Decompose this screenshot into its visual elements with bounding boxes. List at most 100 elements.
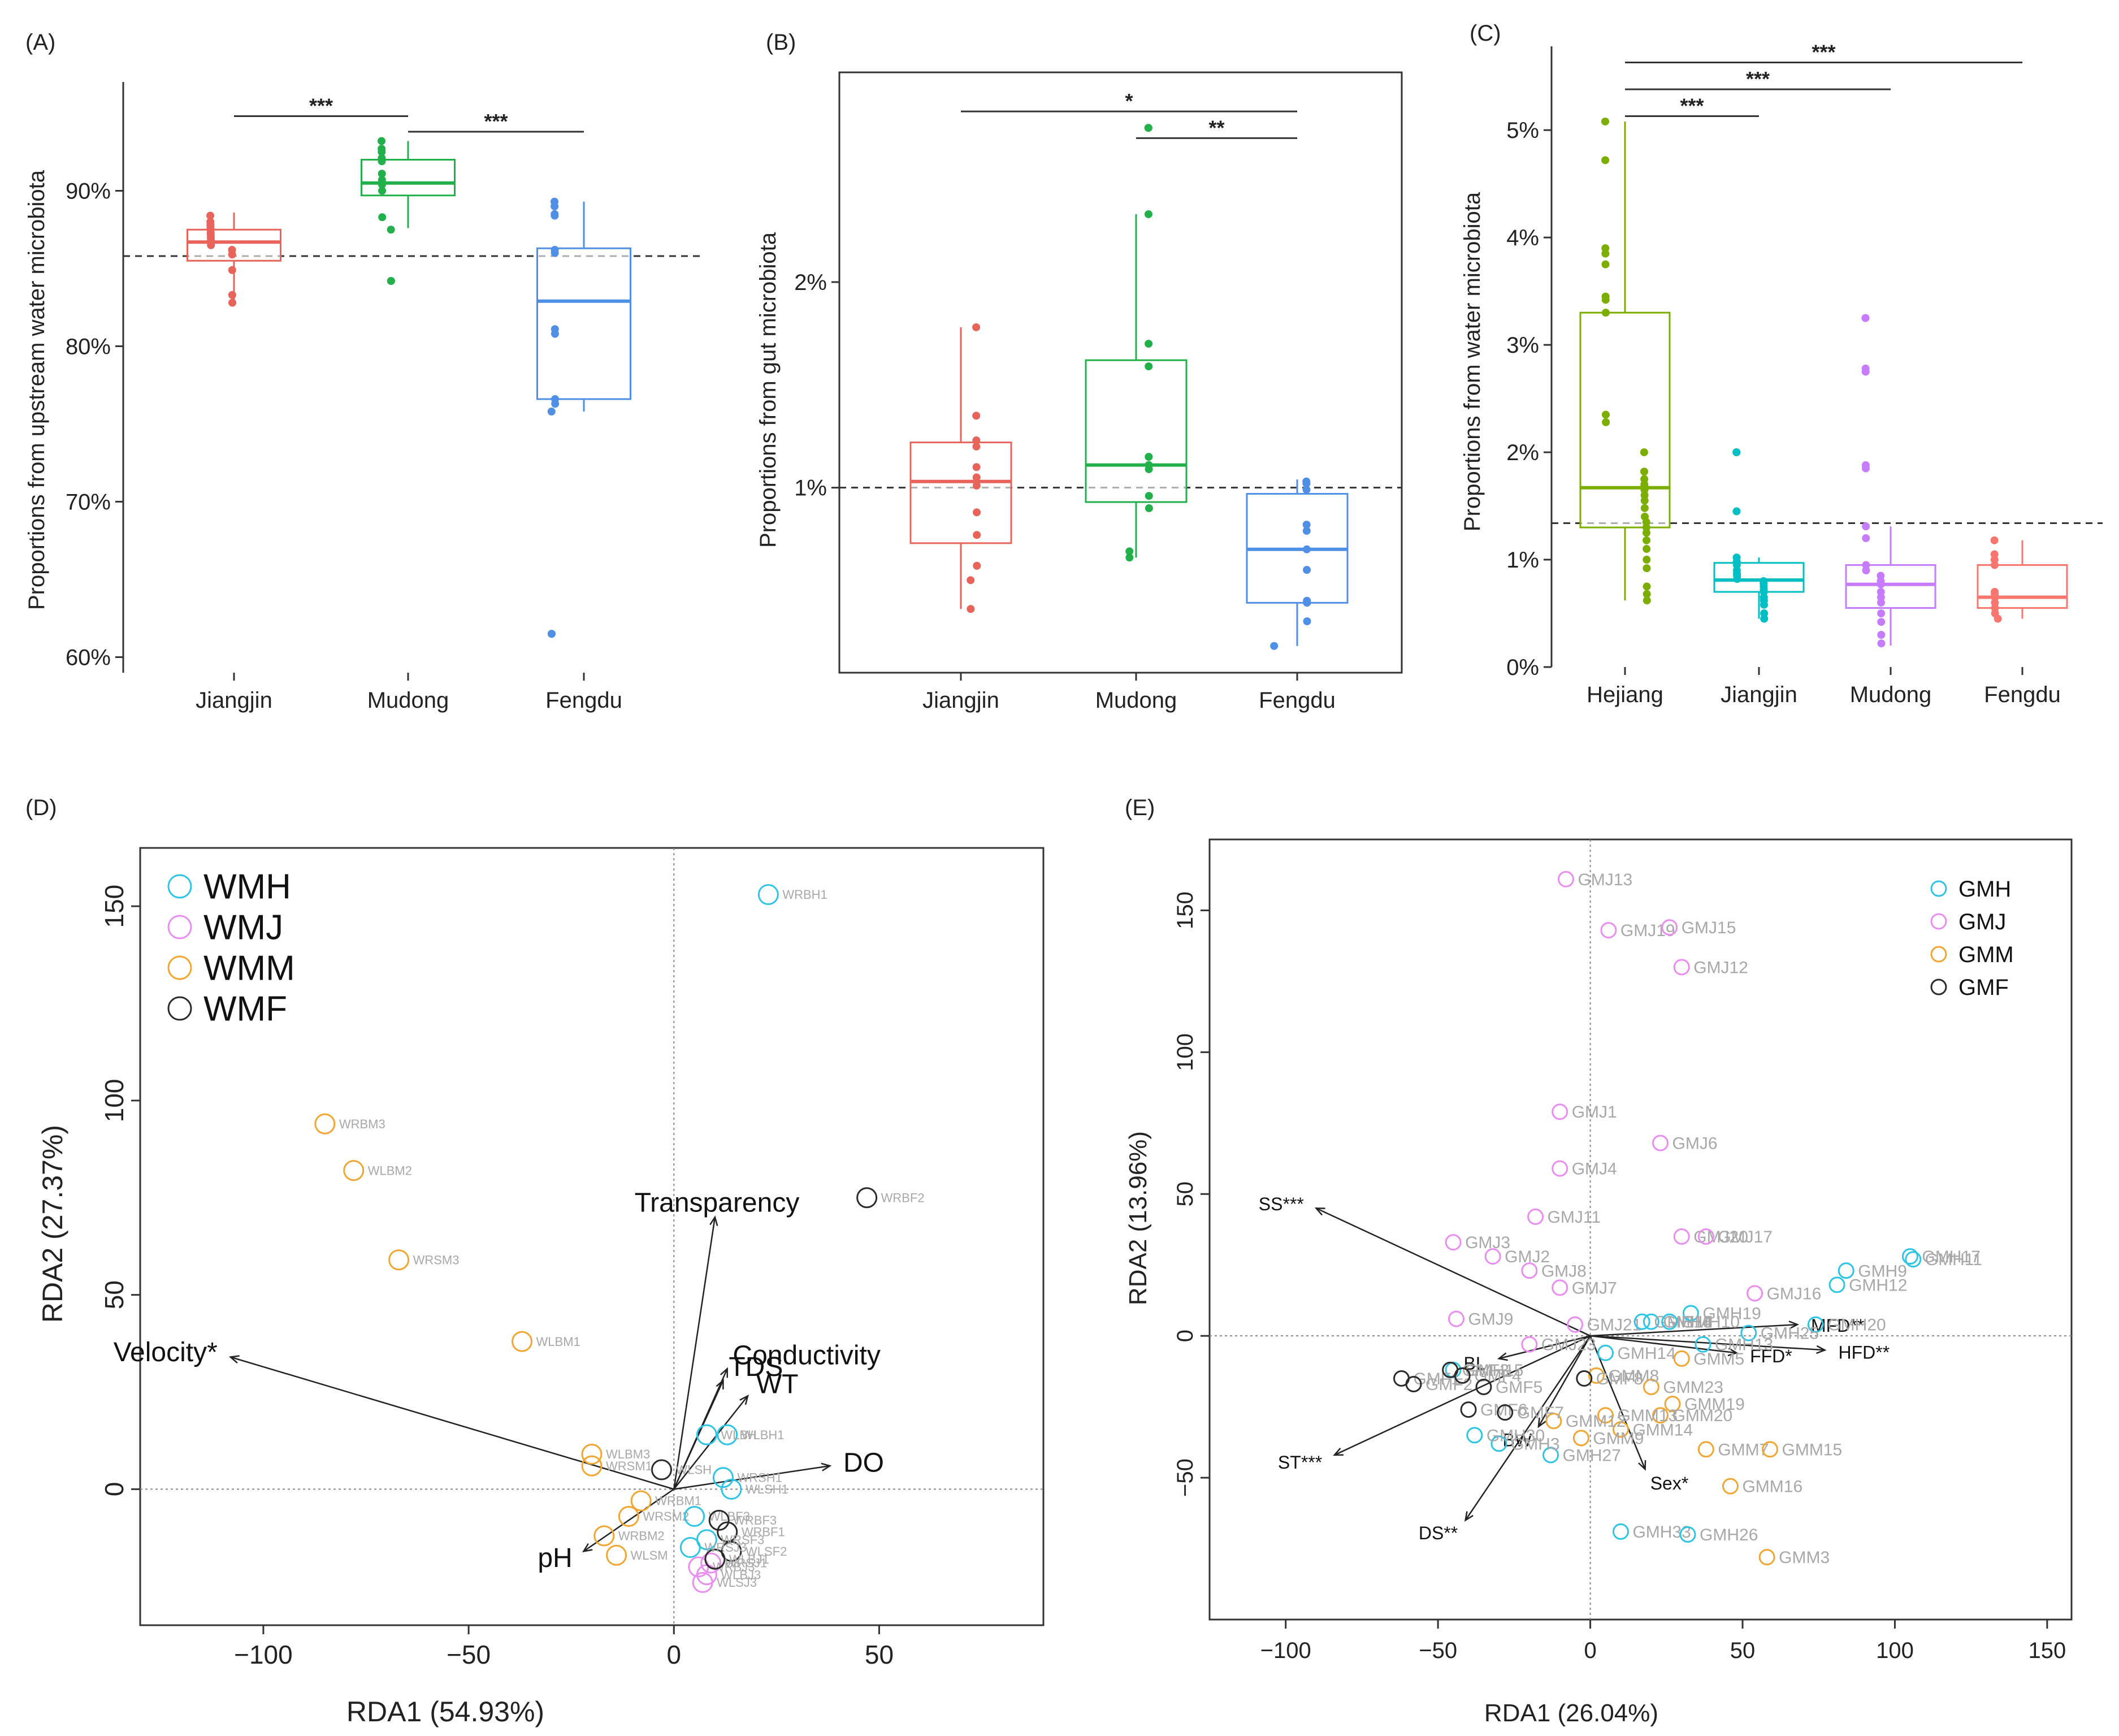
significance-label: *** xyxy=(309,94,333,118)
sample-label: WRSM2 xyxy=(643,1509,689,1523)
sample-point xyxy=(1572,1430,1589,1447)
sample-point xyxy=(581,1455,603,1477)
sample-label: GMH10 xyxy=(1682,1313,1740,1332)
x-tick-label: Mudong xyxy=(367,688,449,713)
sample-label: GMM14 xyxy=(1632,1421,1693,1439)
sample-label: GMM13 xyxy=(1618,1406,1678,1425)
data-point xyxy=(1990,561,1999,569)
sample-label: GMJ8 xyxy=(1541,1262,1587,1280)
data-point xyxy=(387,277,395,285)
panel-e-x-axis-label: RDA1 (26.04%) xyxy=(1484,1699,1658,1727)
legend-marker xyxy=(1930,946,1947,963)
x-tick-label: Fengdu xyxy=(1259,688,1336,713)
biplot-arrowhead xyxy=(1816,1345,1827,1354)
sample-point xyxy=(512,1331,533,1352)
biplot-arrow xyxy=(673,1380,724,1490)
sample-point xyxy=(1445,1234,1462,1251)
sample-point xyxy=(1521,1262,1538,1279)
sample-point xyxy=(1901,1248,1918,1265)
data-point xyxy=(1145,492,1153,500)
sample-label: GMH20 xyxy=(1827,1316,1886,1335)
sample-point xyxy=(856,1187,878,1209)
x-tick-label: −100 xyxy=(1260,1638,1311,1663)
sample-point xyxy=(717,1521,738,1543)
y-tick-label: 3% xyxy=(1506,333,1539,358)
legend-marker xyxy=(1930,979,1947,995)
biplot-arrow xyxy=(1334,1335,1591,1456)
sample-point xyxy=(679,1537,701,1558)
sample-point xyxy=(1633,1313,1650,1330)
data-point xyxy=(1302,527,1311,535)
data-point xyxy=(1302,521,1311,529)
data-point xyxy=(973,531,981,539)
sample-label: GMH12 xyxy=(1849,1276,1907,1295)
sample-point xyxy=(1552,1160,1568,1177)
y-tick-label: 1% xyxy=(1506,548,1539,573)
sample-label: GMH9 xyxy=(1858,1262,1907,1280)
y-tick-label: 70% xyxy=(66,490,111,515)
biplot-arrow-label: Velocity* xyxy=(114,1337,218,1367)
biplot-arrow xyxy=(673,1217,716,1490)
biplot-arrow-label: pH xyxy=(538,1543,572,1573)
data-point xyxy=(1877,599,1885,607)
sample-label: WRSJ3 xyxy=(704,1540,747,1555)
biplot-arrowhead xyxy=(821,1462,832,1471)
sample-label: GMH3 xyxy=(1511,1435,1560,1453)
data-point xyxy=(972,473,981,482)
legend-marker xyxy=(167,955,192,980)
data-point xyxy=(387,226,395,234)
sample-point xyxy=(1490,1435,1507,1452)
sample-label: GMH11 xyxy=(1925,1250,1982,1269)
significance-label: *** xyxy=(484,110,508,133)
data-point xyxy=(1601,249,1610,258)
sample-label: WRBM1 xyxy=(655,1494,701,1508)
sample-point xyxy=(684,1506,705,1527)
sample-label: WLBM1 xyxy=(536,1335,580,1349)
biplot-arrowhead xyxy=(1333,1448,1344,1456)
sample-point xyxy=(1673,1350,1690,1367)
biplot-arrowhead xyxy=(1464,1511,1474,1522)
data-point xyxy=(1877,609,1886,618)
data-point xyxy=(207,241,215,249)
biplot-arrow-label: BW xyxy=(1503,1430,1532,1451)
data-point xyxy=(972,463,981,471)
legend-label: WMM xyxy=(203,949,295,988)
box xyxy=(1713,562,1805,593)
panel-c-tag: (C) xyxy=(1470,21,1501,46)
sample-point xyxy=(1597,1344,1614,1361)
sample-label: GMM3 xyxy=(1779,1548,1830,1567)
biplot-arrowhead xyxy=(720,1367,728,1378)
box xyxy=(1977,564,2068,609)
biplot-arrowhead xyxy=(228,1355,240,1363)
panel-a-y-axis-label: Proportions from upstream water microbio… xyxy=(24,170,49,610)
sample-point xyxy=(692,1572,713,1593)
sample-point xyxy=(1682,1305,1699,1322)
data-point xyxy=(551,211,559,220)
biplot-arrow xyxy=(230,1356,674,1490)
data-point xyxy=(378,137,386,145)
y-tick-label: 90% xyxy=(66,179,111,204)
data-point xyxy=(1125,553,1134,562)
panel-c-y-axis-label: Proportions from water microbiota xyxy=(1460,192,1485,531)
data-point xyxy=(1303,566,1311,574)
sample-point xyxy=(1643,1379,1659,1396)
biplot-arrow-label: Conductivity xyxy=(733,1340,880,1370)
significance-label: *** xyxy=(1680,94,1704,117)
data-point xyxy=(1861,367,1870,376)
sample-label: GMM23 xyxy=(1663,1378,1723,1397)
data-point xyxy=(1302,545,1311,553)
data-point xyxy=(1877,580,1885,588)
data-point xyxy=(1144,210,1152,218)
sample-label: GMJ11 xyxy=(1548,1208,1601,1227)
sample-point xyxy=(704,1548,726,1570)
biplot-arrow xyxy=(1316,1207,1591,1337)
legend-marker xyxy=(1930,913,1947,930)
sample-label: GMM20 xyxy=(1672,1406,1733,1425)
sample-point xyxy=(1740,1324,1757,1341)
data-point xyxy=(1145,340,1153,348)
panel-b-tag: (B) xyxy=(766,30,796,55)
sample-point xyxy=(1552,1279,1568,1296)
legend-label: GMF xyxy=(1958,975,2009,1000)
